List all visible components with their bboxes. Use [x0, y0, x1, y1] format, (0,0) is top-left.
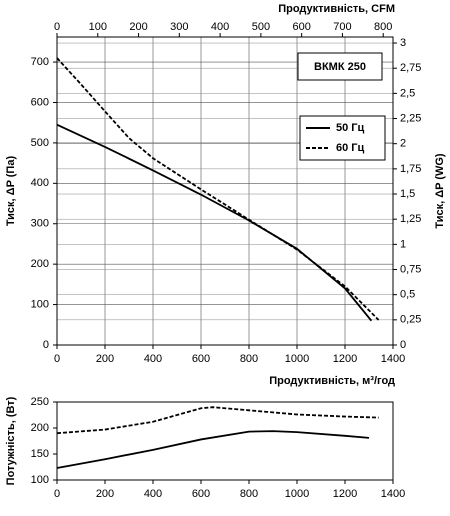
y2-tick-label: 3 — [400, 37, 406, 49]
y-tick-label: 300 — [31, 218, 49, 230]
x2-tick-label: 600 — [292, 21, 310, 33]
y-tick-label: 100 — [31, 298, 49, 310]
x-tick-label: 800 — [240, 353, 258, 365]
plot-frame — [56, 401, 394, 481]
annotation-box — [297, 52, 383, 81]
series-line — [56, 406, 379, 435]
y-axis-label: Потужність, (Вт) — [5, 396, 17, 485]
x-tick-label: 400 — [144, 353, 162, 365]
x-tick-label: 1400 — [381, 488, 405, 500]
x-tick-label: 400 — [144, 488, 162, 500]
x2-tick-label: 0 — [54, 21, 60, 33]
y-axis-label: Тиск, ΔP (Па) — [5, 156, 17, 227]
plot-area — [57, 37, 393, 345]
y-tick-label: 0 — [43, 339, 49, 351]
y2-tick-label: 2,25 — [400, 112, 421, 124]
x-tick-label: 0 — [54, 488, 60, 500]
y2-tick-label: 1,5 — [400, 188, 415, 200]
x-tick-label: 200 — [96, 488, 114, 500]
series-line — [56, 57, 380, 321]
y-tick-label: 400 — [31, 177, 49, 189]
y-tick-label: 700 — [31, 56, 49, 68]
x-tick-label: 800 — [240, 488, 258, 500]
y-tick-label: 500 — [31, 137, 49, 149]
y-tick-label: 100 — [31, 474, 49, 486]
x-tick-label: 600 — [192, 353, 210, 365]
x-tick-label: 1000 — [285, 353, 309, 365]
legend-box — [299, 115, 386, 161]
y-tick-label: 150 — [31, 448, 49, 460]
series-line — [56, 123, 373, 322]
plot-area — [57, 402, 393, 480]
annotation: ВКМК 250 — [314, 61, 366, 73]
x2-tick-label: 800 — [374, 21, 392, 33]
x-tick-label: 600 — [192, 488, 210, 500]
x2-tick-label: 100 — [89, 21, 107, 33]
y2-tick-label: 2,5 — [400, 87, 415, 99]
legend-label: 60 Гц — [336, 142, 365, 154]
x-axis-label: Продуктивність, м³/год — [269, 375, 395, 387]
y2-tick-label: 1,25 — [400, 213, 421, 225]
x2-tick-label: 500 — [252, 21, 270, 33]
x-tick-label: 1200 — [333, 488, 357, 500]
y2-tick-label: 0,75 — [400, 263, 421, 275]
y2-axis-label: Тиск, ΔP (WG) — [434, 153, 446, 229]
x-tick-label: 1000 — [285, 488, 309, 500]
x-tick-label: 1400 — [381, 353, 405, 365]
y2-tick-label: 1 — [400, 238, 406, 250]
y-tick-label: 600 — [31, 96, 49, 108]
x2-tick-label: 700 — [333, 21, 351, 33]
x2-tick-label: 300 — [170, 21, 188, 33]
series-line — [56, 430, 370, 469]
y-tick-label: 250 — [31, 396, 49, 408]
y2-tick-label: 0 — [400, 339, 406, 351]
y2-tick-label: 2 — [400, 138, 406, 150]
x2-axis-label: Продуктивність, CFM — [278, 3, 395, 15]
y2-tick-label: 1,75 — [400, 163, 421, 175]
y2-tick-label: 2,75 — [400, 62, 421, 74]
x-tick-label: 0 — [54, 353, 60, 365]
x2-tick-label: 200 — [129, 21, 147, 33]
x-tick-label: 200 — [96, 353, 114, 365]
y-tick-label: 200 — [31, 422, 49, 434]
y2-tick-label: 0,25 — [400, 314, 421, 326]
plot-frame — [56, 36, 394, 346]
y2-tick-label: 0,5 — [400, 289, 415, 301]
legend-label: 50 Гц — [336, 122, 365, 134]
y-tick-label: 200 — [31, 258, 49, 270]
x-tick-label: 1200 — [333, 353, 357, 365]
x2-tick-label: 400 — [211, 21, 229, 33]
